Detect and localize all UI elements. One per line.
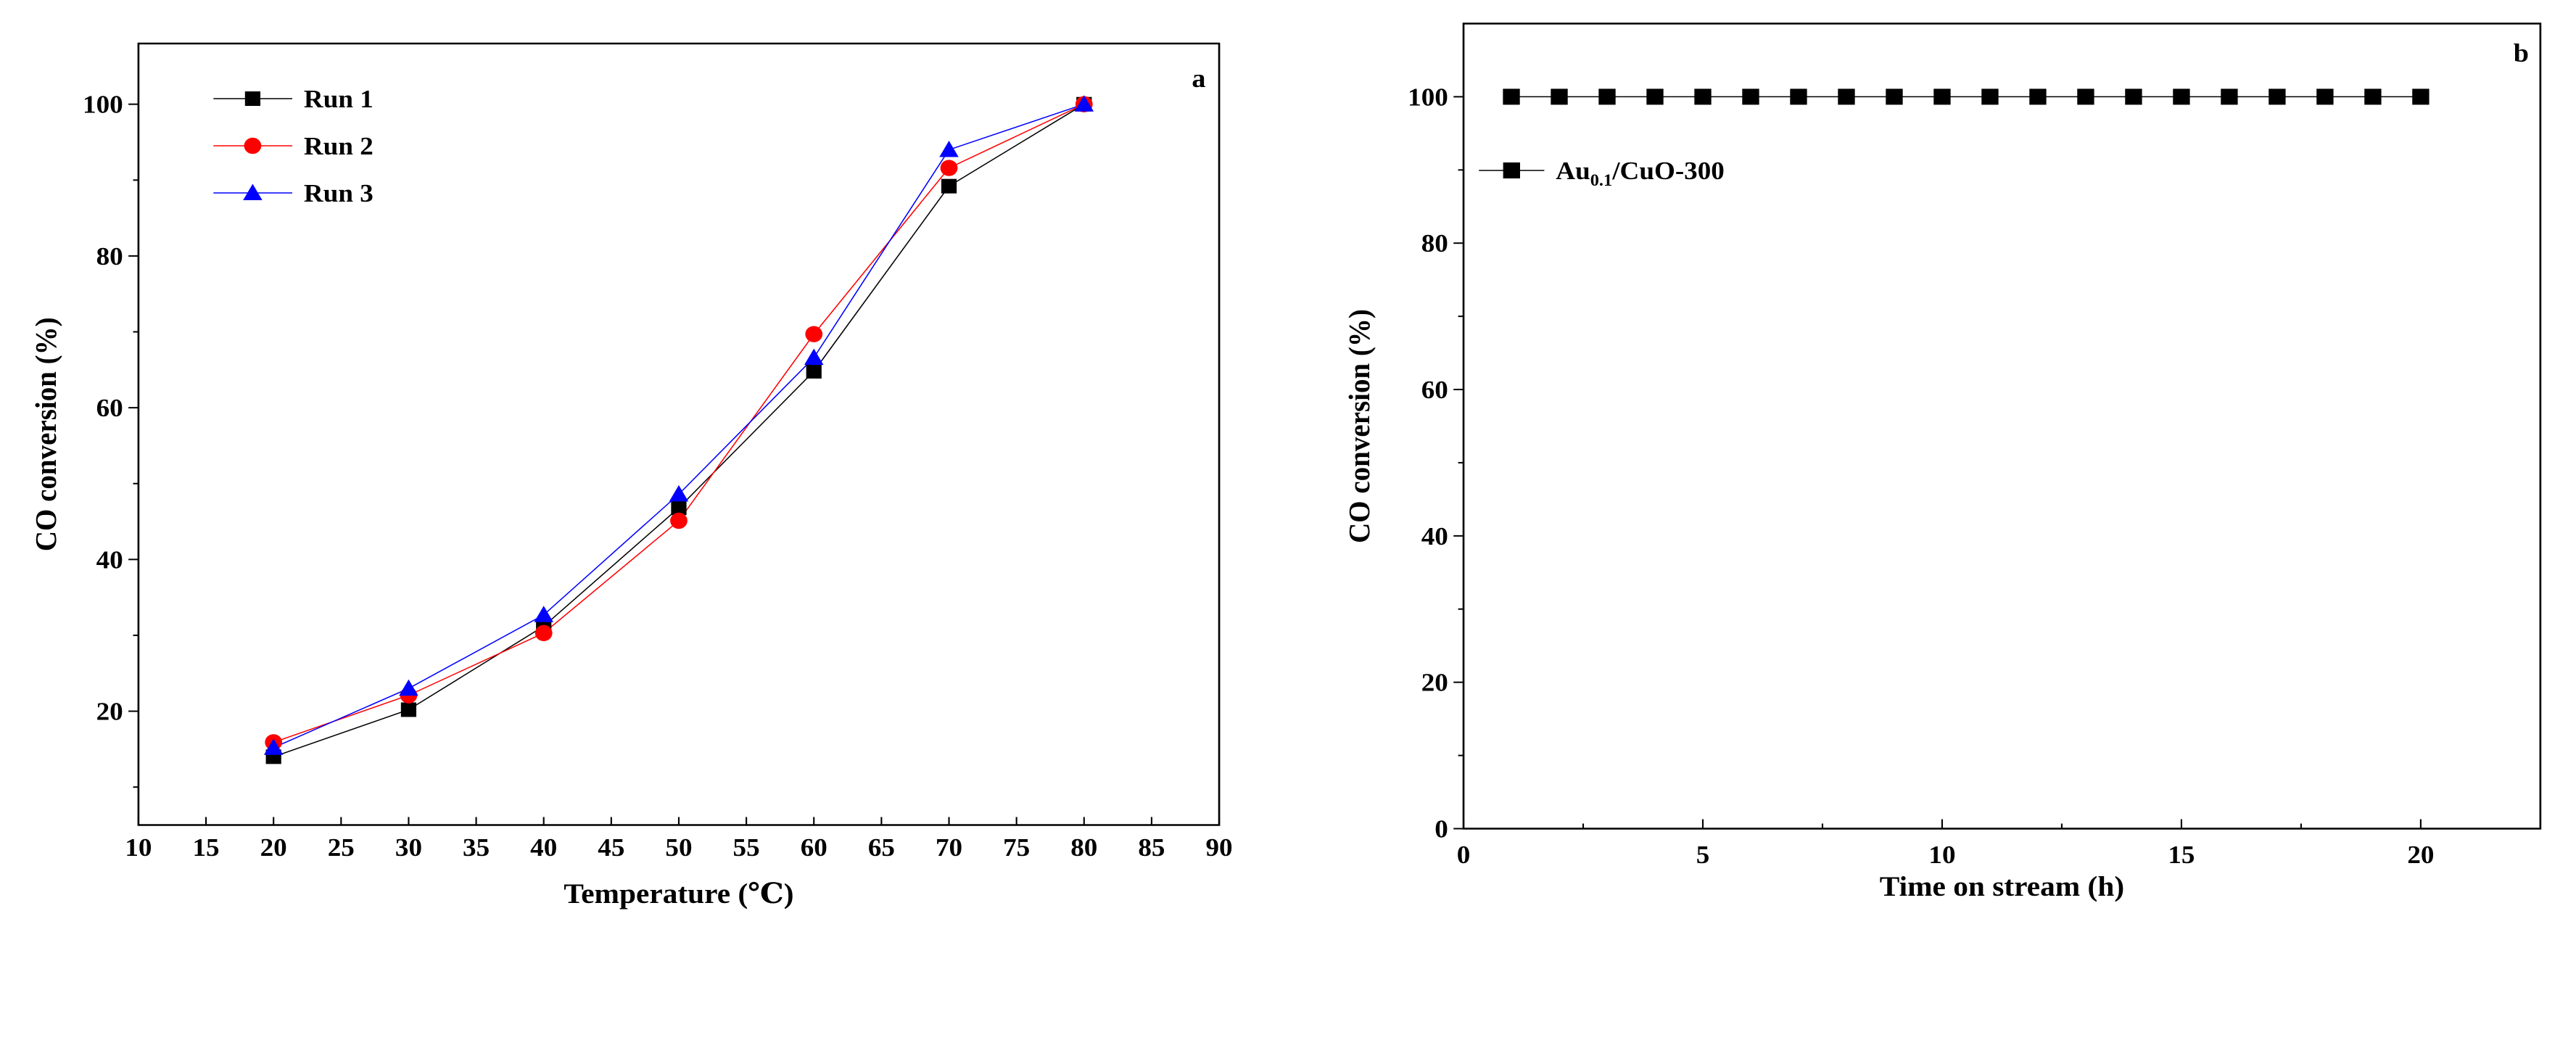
chart-b-legend: Au0.1/CuO-300	[1479, 157, 1725, 190]
x-tick-label: 60	[801, 833, 827, 862]
legend-label-au: Au	[1556, 157, 1590, 185]
data-point-au-cuo	[1886, 88, 1903, 105]
x-tick-label: 45	[598, 833, 624, 862]
data-point-run-1	[671, 500, 687, 516]
y-tick-label: 100	[83, 91, 123, 119]
data-point-au-cuo	[1933, 88, 1951, 105]
x-tick-label: 50	[665, 833, 692, 862]
data-point-run-2	[805, 326, 823, 342]
data-point-au-cuo	[1790, 88, 1807, 105]
x-tick-label: 10	[1928, 841, 1955, 869]
legend-marker	[1503, 162, 1520, 178]
legend-marker	[244, 137, 262, 154]
data-point-au-cuo	[1598, 88, 1616, 105]
data-point-au-cuo	[2316, 88, 2334, 105]
data-point-au-cuo	[2077, 88, 2094, 105]
chart-a-legend: Run 1 Run 2 Run 3	[213, 85, 373, 207]
x-tick-label: 25	[328, 833, 355, 862]
data-point-au-cuo	[2029, 88, 2047, 105]
data-point-run-1	[400, 702, 417, 717]
series-line-run-3	[273, 103, 1085, 748]
y-tick-label: 80	[1421, 229, 1448, 257]
x-tick-label: 5	[1696, 841, 1710, 869]
legend-marker	[243, 183, 263, 200]
chart-a-corner-label: a	[1192, 65, 1205, 94]
data-point-au-cuo	[2221, 88, 2238, 105]
series-line-run-2	[273, 104, 1085, 743]
chart-b-svg: 0 5 10 15 20 0 20 40 60 80 100 b Time on stream (h…	[1342, 22, 2542, 902]
y-tick-label: 60	[96, 394, 123, 422]
x-tick-label: 15	[2168, 841, 2195, 869]
chart-b-frame	[1462, 22, 2542, 830]
data-point-run-3	[534, 606, 553, 622]
y-tick-label: 20	[1421, 669, 1448, 697]
chart-a-frame	[137, 42, 1221, 826]
chart-b-y-axis-label: CO conversion (%)	[1342, 309, 1376, 543]
legend-label-subscript: 0.1	[1590, 172, 1612, 190]
legend-label-cuo: /CuO-300	[1611, 157, 1725, 185]
x-tick-label: 20	[2407, 841, 2434, 869]
x-tick-label: 70	[936, 833, 962, 862]
x-tick-label: 15	[192, 833, 219, 862]
chart-b-corner-label: b	[2514, 39, 2529, 68]
chart-a-x-axis-label: Temperature (℃)	[564, 878, 793, 910]
y-tick-label: 60	[1421, 376, 1448, 404]
legend-label-run-1: Run 1	[304, 85, 373, 113]
data-point-au-cuo	[2269, 88, 2286, 105]
chart-a-y-axis-label: CO conversion (%)	[29, 317, 62, 551]
data-point-au-cuo	[2364, 88, 2382, 105]
x-tick-label: 20	[260, 833, 287, 862]
x-tick-label: 35	[463, 833, 490, 862]
legend-marker	[244, 91, 261, 106]
data-point-run-2	[670, 512, 688, 529]
data-point-run-2	[940, 160, 958, 176]
x-tick-label: 65	[868, 833, 895, 862]
data-point-run-3	[1074, 95, 1094, 112]
chart-panel-a: 10 15 20 25 30 35 40 45 50 55 60 65 70 75 80 85 90 20 40 60…	[0, 0, 1269, 1064]
x-tick-label: 90	[1206, 833, 1233, 862]
data-point-au-cuo	[1981, 88, 1999, 105]
chart-a-plot: 10 15 20 25 30 35 40 45 50 55 60 65 70 75 80 85 90 20 40 60…	[83, 42, 1233, 862]
y-tick-label: 100	[1408, 83, 1448, 111]
data-point-au-cuo	[2173, 88, 2190, 105]
x-tick-label: 10	[125, 833, 152, 862]
y-tick-label: 20	[96, 698, 123, 726]
data-point-au-cuo	[1646, 88, 1664, 105]
data-point-run-2	[534, 624, 553, 642]
data-point-run-1	[941, 178, 957, 194]
data-point-run-1	[806, 363, 822, 379]
y-tick-label: 40	[1421, 522, 1448, 550]
data-point-au-cuo	[1838, 88, 1855, 105]
series-line-run-1	[273, 104, 1085, 758]
chart-a-svg: 10 15 20 25 30 35 40 45 50 55 60 65 70 75 80 85 90 20 40 60…	[29, 42, 1233, 910]
data-point-au-cuo	[2125, 88, 2142, 105]
x-tick-label: 80	[1070, 833, 1097, 862]
data-point-run-3	[399, 679, 418, 696]
data-point-au-cuo	[2412, 88, 2430, 105]
y-tick-label: 80	[96, 242, 123, 271]
data-point-au-cuo	[1503, 88, 1520, 105]
data-point-run-3	[263, 738, 284, 755]
legend-label-run-3: Run 3	[304, 179, 373, 207]
x-tick-label: 40	[530, 833, 557, 862]
data-point-run-3	[669, 484, 689, 502]
x-tick-label: 55	[733, 833, 760, 862]
x-tick-label: 30	[395, 833, 422, 862]
x-tick-label: 75	[1003, 833, 1030, 862]
x-tick-label: 0	[1457, 841, 1471, 869]
data-point-run-3	[804, 348, 824, 366]
legend-label-au-cuo: Au0.1/CuO-300	[1556, 157, 1725, 190]
y-tick-label: 0	[1434, 815, 1448, 843]
legend-label-run-2: Run 2	[304, 132, 373, 160]
x-tick-label: 85	[1138, 833, 1165, 862]
data-point-au-cuo	[1742, 88, 1759, 105]
chart-b-x-axis-label: Time on stream (h)	[1880, 870, 2124, 902]
chart-panel-b: 0 5 10 15 20 0 20 40 60 80 100 b Time on stream (h…	[1298, 0, 2567, 1064]
y-tick-label: 40	[96, 545, 123, 574]
data-point-au-cuo	[1551, 88, 1568, 105]
chart-b-plot: 0 5 10 15 20 0 20 40 60 80 100	[1408, 22, 2542, 869]
data-point-run-3	[939, 140, 959, 157]
data-point-au-cuo	[1694, 88, 1712, 105]
